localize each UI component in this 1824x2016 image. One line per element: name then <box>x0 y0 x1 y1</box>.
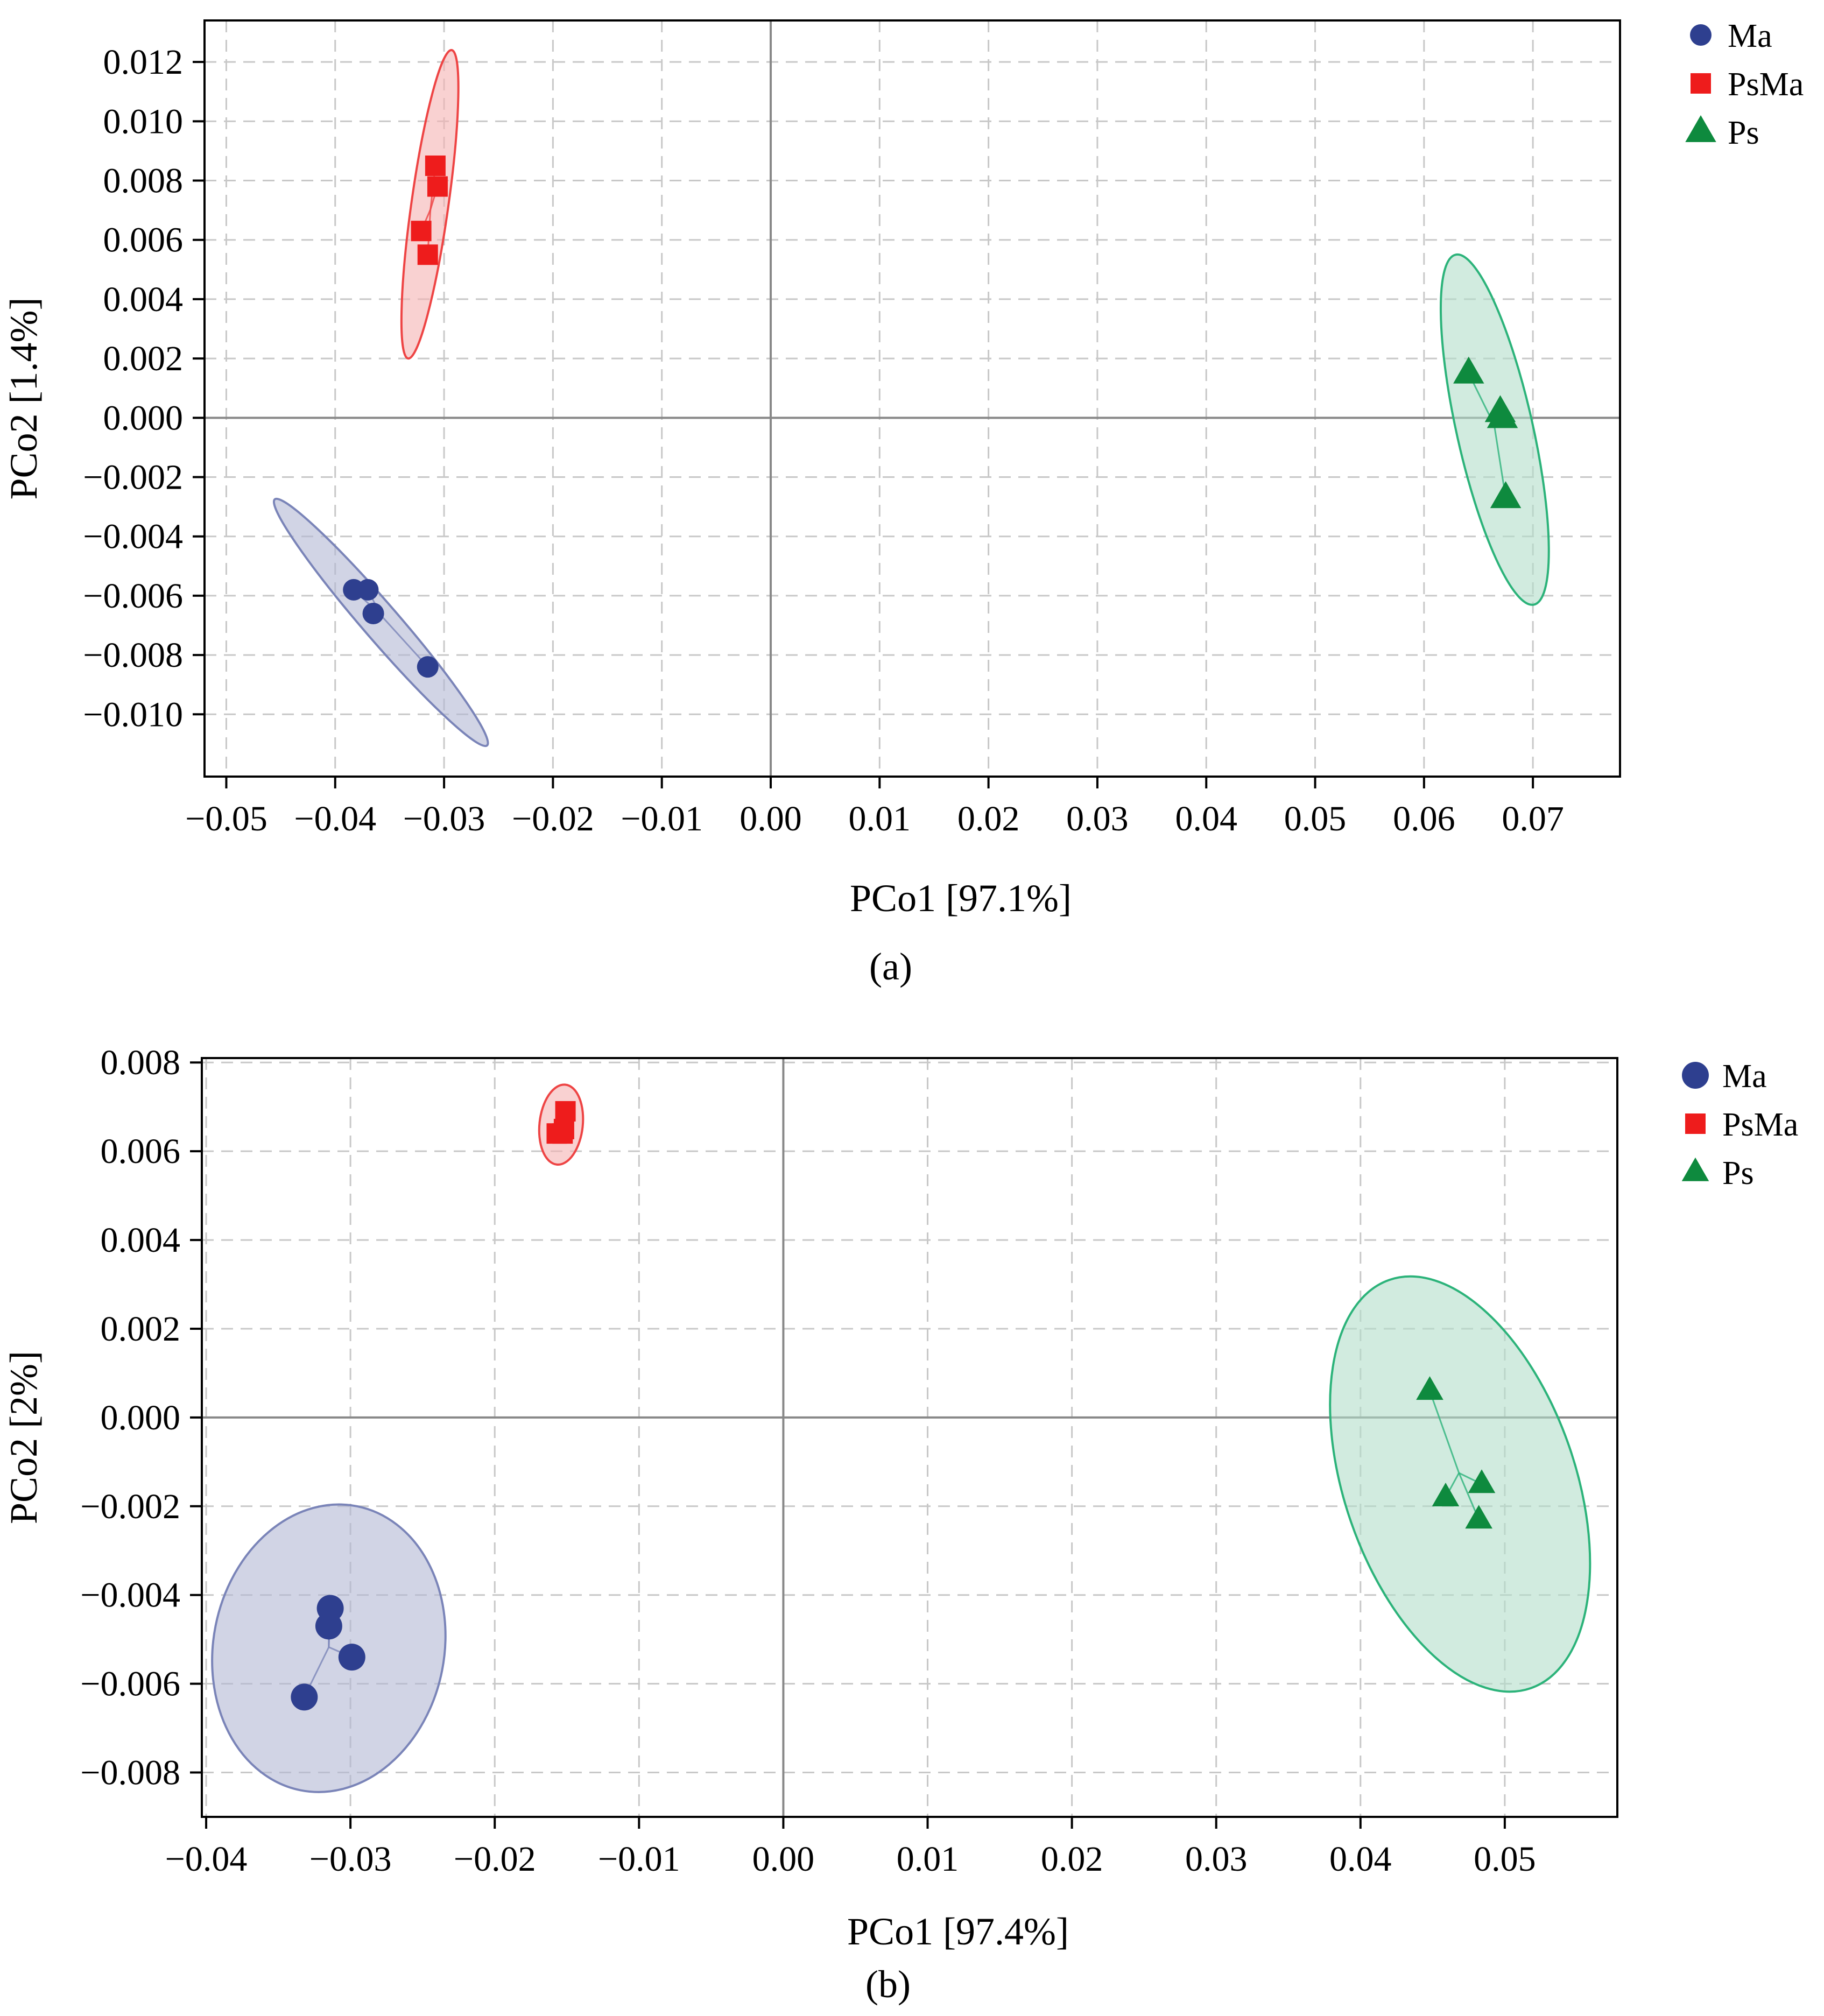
data-point-ps <box>1416 1376 1443 1400</box>
x-tick-label: −0.01 <box>598 1839 680 1879</box>
y-tick-label: −0.002 <box>83 458 183 497</box>
x-tick-label: −0.04 <box>294 799 376 838</box>
y-tick-label: −0.006 <box>80 1665 180 1704</box>
x-tick-label: 0.05 <box>1474 1839 1536 1879</box>
x-tick-label: 0.04 <box>1329 1839 1392 1879</box>
legend-label-psma: PsMa <box>1728 66 1804 103</box>
y-tick-label: 0.002 <box>103 339 184 378</box>
legend: Ma PsMa Ps <box>1685 18 1804 151</box>
pcoa-panel-a: −0.05 −0.04 −0.03 −0.02 −0.01 0.00 0.01 0.02 0.0… <box>2 18 1804 988</box>
data-point-ps <box>1487 401 1518 428</box>
data-point-ma <box>338 1644 365 1671</box>
data-point-psma <box>425 155 446 176</box>
data-point-ps <box>1490 481 1522 509</box>
y-tick-label: 0.006 <box>103 221 184 260</box>
legend-marker-psma <box>1685 1113 1706 1134</box>
legend-marker-psma <box>1691 73 1711 94</box>
plot-frame <box>203 19 1621 778</box>
data-point-psma <box>427 176 448 197</box>
x-tick-label: 0.00 <box>740 799 802 838</box>
data-point-ma <box>362 602 384 624</box>
y-tick-label: 0.004 <box>101 1221 181 1260</box>
data-point-ma <box>417 656 439 678</box>
x-tick-label: −0.04 <box>165 1839 248 1879</box>
centroid-link-ps <box>1429 1390 1460 1474</box>
legend-marker-ma <box>1682 1062 1709 1089</box>
data-point-psma <box>555 1101 576 1122</box>
data-point-ma <box>291 1683 318 1711</box>
x-tick-label: 0.00 <box>752 1839 815 1879</box>
data-point-ps <box>1453 356 1484 384</box>
panel-label: (a) <box>869 945 912 988</box>
legend-marker-ma <box>1690 24 1712 46</box>
data-point-ma <box>357 579 379 601</box>
centroid-link-ma <box>380 614 428 668</box>
y-tick-label: −0.006 <box>83 576 183 616</box>
x-tick-label: 0.03 <box>1185 1839 1248 1879</box>
confidence-ellipse-ma <box>272 497 489 748</box>
x-axis-title: PCo1 [97.4%] <box>847 1910 1069 1953</box>
chart-svg: −0.05 −0.04 −0.03 −0.02 −0.01 0.00 0.01 0.02 0.0… <box>2 18 1804 988</box>
y-tick-label: 0.008 <box>103 161 184 201</box>
legend-label-psma: PsMa <box>1722 1106 1798 1143</box>
y-tick-label: 0.010 <box>103 102 184 141</box>
data-point-psma <box>552 1123 573 1144</box>
legend-label-ps: Ps <box>1722 1155 1754 1192</box>
x-tick-label: 0.01 <box>897 1839 959 1879</box>
legend-label-ps: Ps <box>1728 115 1759 151</box>
data-point-psma <box>411 221 432 242</box>
confidence-ellipse-psma <box>400 49 460 360</box>
x-tick-label: 0.03 <box>1066 799 1129 838</box>
chart-svg: −0.04 −0.03 −0.02 −0.01 0.00 0.01 0.02 0.03 0.04… <box>2 1043 1798 2006</box>
x-tick-label: 0.02 <box>957 799 1020 838</box>
x-tick-label: −0.02 <box>512 799 594 838</box>
y-tick-label: −0.008 <box>83 636 183 675</box>
y-tick-label: −0.004 <box>83 517 183 556</box>
x-tick-label: 0.06 <box>1393 799 1455 838</box>
x-tick-label: −0.02 <box>454 1839 536 1879</box>
y-tick-label: 0.000 <box>101 1398 181 1437</box>
x-tick-label: −0.05 <box>185 799 267 838</box>
x-tick-label: 0.04 <box>1175 799 1237 838</box>
legend-marker-ps <box>1681 1157 1709 1181</box>
legend-label-ma: Ma <box>1728 18 1772 54</box>
y-tick-label: 0.004 <box>103 280 184 319</box>
x-tick-label: −0.03 <box>403 799 485 838</box>
x-axis-title: PCo1 [97.1%] <box>850 877 1072 920</box>
confidence-ellipse-ps <box>1329 1275 1591 1693</box>
y-tick-label: 0.008 <box>101 1043 181 1082</box>
legend: Ma PsMa Ps <box>1681 1058 1798 1192</box>
x-tick-label: 0.01 <box>849 799 911 838</box>
data-point-psma <box>417 244 438 265</box>
x-tick-label: 0.05 <box>1284 799 1347 838</box>
y-axis-title: PCo2 [1.4%] <box>2 298 45 500</box>
x-tick-label: −0.03 <box>309 1839 392 1879</box>
y-tick-label: 0.012 <box>103 43 184 82</box>
panel-label: (b) <box>865 1963 911 2006</box>
x-tick-label: 0.07 <box>1502 799 1564 838</box>
y-tick-label: −0.008 <box>80 1753 180 1793</box>
data-point-ma <box>315 1612 342 1640</box>
legend-label-ma: Ma <box>1722 1058 1767 1095</box>
plot-frame <box>201 1057 1618 1818</box>
pcoa-panel-b: −0.04 −0.03 −0.02 −0.01 0.00 0.01 0.02 0.03 0.04… <box>0 1008 1824 2016</box>
y-tick-label: 0.006 <box>101 1132 181 1171</box>
y-tick-label: −0.004 <box>80 1576 180 1615</box>
y-tick-label: 0.002 <box>101 1309 181 1349</box>
y-tick-label: −0.002 <box>80 1487 180 1526</box>
x-tick-label: −0.01 <box>621 799 703 838</box>
y-axis-title: PCo2 [2%] <box>2 1351 45 1524</box>
y-tick-label: −0.010 <box>83 695 183 734</box>
data-point-ps <box>1465 1505 1492 1529</box>
legend-marker-ps <box>1685 115 1716 142</box>
y-tick-label: 0.000 <box>103 398 184 438</box>
data-point-ps <box>1432 1483 1460 1507</box>
data-point-ps <box>1468 1469 1496 1493</box>
x-tick-label: 0.02 <box>1041 1839 1103 1879</box>
